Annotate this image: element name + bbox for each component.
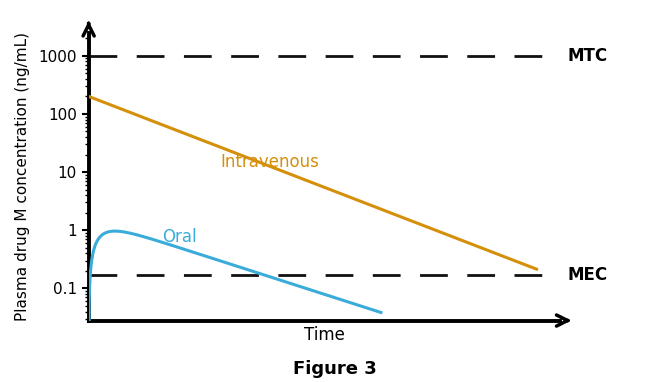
X-axis label: Time: Time	[304, 326, 345, 344]
Y-axis label: Plasma drug M concentration (ng/mL): Plasma drug M concentration (ng/mL)	[15, 32, 30, 321]
Text: Intravenous: Intravenous	[221, 154, 320, 172]
Text: MTC: MTC	[567, 47, 607, 65]
Text: Oral: Oral	[162, 228, 196, 246]
Text: MEC: MEC	[567, 266, 607, 284]
Text: Figure 3: Figure 3	[292, 360, 377, 378]
